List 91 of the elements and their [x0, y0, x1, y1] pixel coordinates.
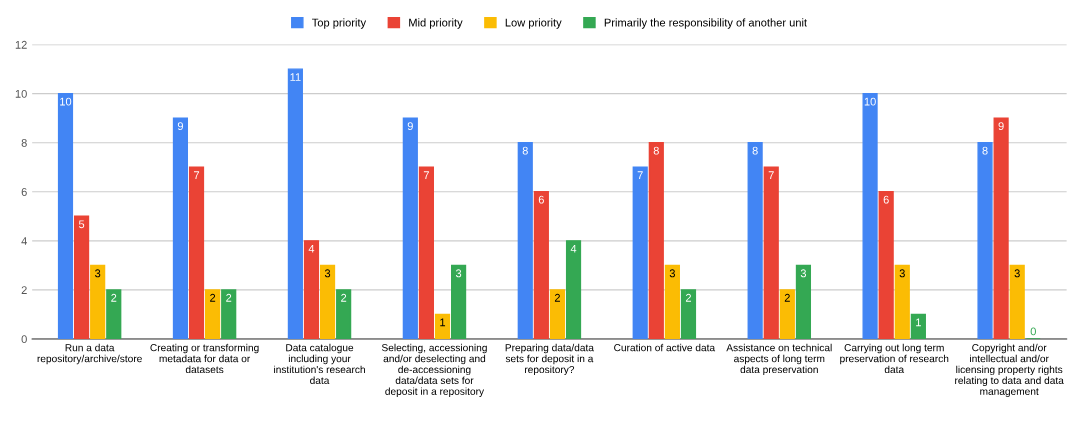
- data-label: 2: [111, 293, 117, 302]
- data-label: 9: [998, 122, 1004, 131]
- bar: [319, 264, 336, 339]
- bar: [73, 215, 90, 339]
- data-label: 8: [522, 146, 528, 155]
- data-label: 9: [177, 122, 183, 131]
- bar: [106, 289, 122, 339]
- bar: [910, 313, 926, 339]
- legend-label: Top priority: [312, 18, 367, 29]
- data-label: 3: [324, 269, 331, 278]
- bar: [664, 264, 680, 339]
- y-tick-label: 2: [21, 286, 27, 294]
- data-label: 8: [982, 146, 988, 155]
- bar: [1009, 264, 1025, 339]
- data-label: 3: [800, 269, 807, 278]
- bar: [779, 289, 795, 339]
- bar: [205, 289, 221, 339]
- data-label: 8: [653, 146, 659, 155]
- bar: [188, 166, 205, 339]
- bar: [221, 289, 237, 339]
- bar: [434, 313, 451, 339]
- bar: [172, 117, 189, 339]
- x-tick-label: Selecting, accessioning and/or deselecting and de-accessioning data/data sets for deposit in a repository: [381, 343, 487, 397]
- x-tick-label: Creating or transforming metadata for data or datasets: [150, 343, 259, 374]
- data-label: 2: [685, 293, 692, 302]
- data-label: 7: [194, 171, 200, 179]
- data-label: 7: [423, 171, 429, 179]
- data-label: 2: [210, 293, 216, 302]
- y-tick-label: 4: [21, 237, 27, 245]
- data-label: 7: [637, 171, 643, 179]
- bar: [680, 289, 697, 339]
- data-label: 10: [864, 97, 876, 106]
- data-label: 2: [784, 293, 790, 302]
- x-tick-label: Curation of active data: [614, 343, 716, 352]
- bar: [894, 264, 910, 339]
- data-label: 1: [916, 318, 921, 327]
- data-label: 3: [899, 269, 905, 278]
- bar: [533, 191, 549, 339]
- data-label: 11: [290, 73, 301, 81]
- bar: [418, 166, 435, 339]
- data-label: 9: [407, 122, 413, 131]
- data-label: 4: [308, 244, 315, 253]
- y-tick-label: 6: [21, 188, 27, 196]
- bar: [90, 264, 106, 339]
- x-tick-label: Data catalogue including your institution's research data: [274, 343, 365, 385]
- bar: [451, 264, 467, 339]
- data-label: 8: [752, 146, 758, 155]
- bar: [549, 289, 566, 339]
- bar: [565, 240, 582, 339]
- bar: [795, 264, 812, 339]
- bar: [57, 92, 74, 339]
- data-label: 3: [95, 269, 101, 278]
- bar: [287, 68, 303, 339]
- data-label: 2: [341, 293, 347, 302]
- data-label: 3: [455, 269, 462, 278]
- x-tick-label: Copyright and/or intellectual and/or licensing property rights relating to data and data management: [955, 343, 1064, 397]
- x-tick-label: Assistance on technical aspects of long term data preservation: [726, 343, 832, 376]
- y-tick-label: 12: [15, 40, 27, 49]
- data-label: 4: [570, 244, 577, 253]
- legend-label: Low priority: [505, 18, 562, 29]
- x-tick-label: Carrying out long term preservation of research data: [840, 343, 949, 374]
- data-label: 3: [669, 269, 675, 278]
- data-label: 3: [1014, 269, 1020, 278]
- bar: [402, 117, 418, 339]
- data-label: 6: [538, 195, 544, 204]
- x-tick-label: Run a data repository/archive/store: [37, 343, 142, 365]
- data-label: 7: [768, 171, 774, 179]
- bar: [878, 191, 894, 339]
- legend-label: Primarily the responsibility of another unit: [604, 18, 807, 29]
- bar: [517, 142, 533, 339]
- bar: [763, 166, 779, 339]
- data-label: 2: [226, 293, 232, 302]
- bar: [303, 240, 320, 339]
- data-label: 10: [60, 97, 72, 106]
- y-tick-label: 0: [21, 335, 27, 344]
- bar: [336, 289, 352, 339]
- bar: [977, 142, 993, 339]
- bar: [993, 117, 1009, 339]
- data-label: 2: [554, 293, 560, 302]
- data-label: 5: [78, 220, 85, 229]
- bar: [747, 142, 763, 339]
- bar: [648, 142, 664, 339]
- bar: [632, 166, 648, 339]
- legend-label: Mid priority: [409, 18, 463, 29]
- data-label: 0: [1030, 327, 1036, 336]
- x-tick-label: Preparing data/data sets for deposit in a repository?: [505, 343, 594, 376]
- data-label: 6: [883, 195, 889, 204]
- bar: [862, 92, 878, 339]
- y-tick-label: 10: [15, 89, 27, 98]
- y-tick-label: 8: [21, 138, 27, 147]
- data-label: 1: [440, 318, 446, 327]
